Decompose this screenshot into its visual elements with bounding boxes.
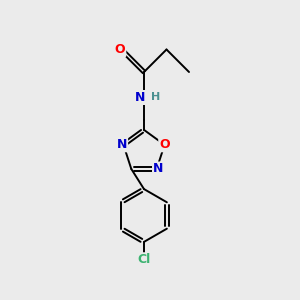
- Text: N: N: [153, 163, 164, 176]
- Text: O: O: [159, 138, 170, 151]
- Text: H: H: [151, 92, 160, 102]
- Text: O: O: [115, 43, 125, 56]
- Text: N: N: [135, 91, 146, 104]
- Text: N: N: [117, 138, 127, 151]
- Text: Cl: Cl: [137, 254, 151, 266]
